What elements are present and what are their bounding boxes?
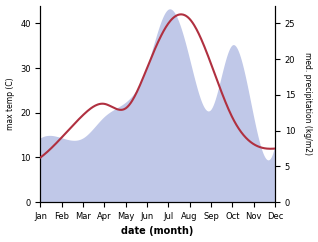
Y-axis label: med. precipitation (kg/m2): med. precipitation (kg/m2): [303, 52, 313, 155]
X-axis label: date (month): date (month): [121, 227, 194, 236]
Y-axis label: max temp (C): max temp (C): [5, 77, 15, 130]
